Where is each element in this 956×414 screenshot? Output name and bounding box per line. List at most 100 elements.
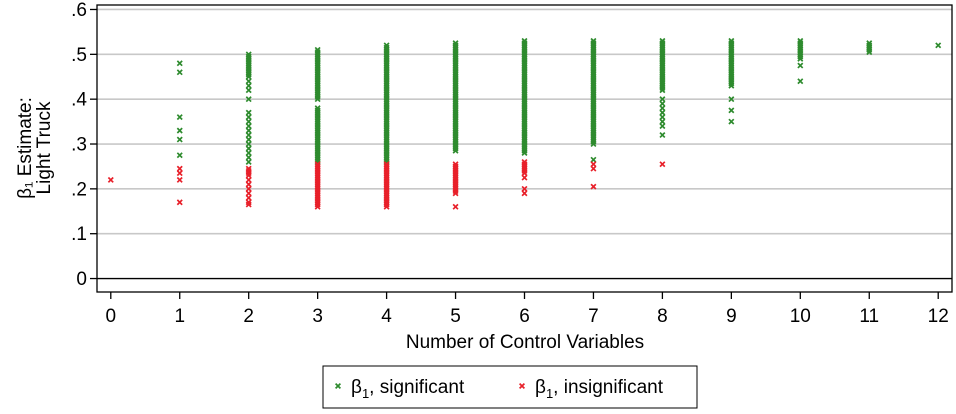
data-point <box>176 165 183 172</box>
data-point <box>245 118 252 125</box>
legend-marker-significant <box>334 382 342 390</box>
data-point <box>245 149 252 156</box>
data-point <box>590 156 597 163</box>
data-point <box>590 161 597 168</box>
data-point <box>659 114 666 121</box>
data-point <box>245 194 252 201</box>
data-point <box>659 109 666 116</box>
data-point <box>176 199 183 206</box>
data-point <box>245 190 252 197</box>
x-tick-label: 4 <box>381 306 392 327</box>
data-point <box>176 127 183 134</box>
legend-box <box>322 365 698 409</box>
data-point <box>245 201 252 208</box>
data-point <box>176 170 183 177</box>
data-point <box>245 172 252 179</box>
data-point <box>176 69 183 76</box>
data-point <box>314 203 321 210</box>
data-point <box>245 132 252 139</box>
data-point <box>659 87 666 94</box>
data-point <box>659 123 666 130</box>
x-tick-label: 10 <box>790 306 811 327</box>
x-tick-label: 9 <box>726 306 737 327</box>
y-tick-label: .4 <box>71 90 87 111</box>
data-point <box>452 190 459 197</box>
data-point <box>521 170 528 177</box>
legend: β1, significant β1, insignificant <box>322 365 698 409</box>
data-point <box>866 49 873 56</box>
data-point <box>245 78 252 85</box>
data-point <box>659 161 666 168</box>
y-tick-label: 0 <box>76 269 87 290</box>
x-tick-label: 0 <box>106 306 117 327</box>
data-points <box>107 37 942 210</box>
x-tick-label: 2 <box>243 306 254 327</box>
x-tick-label: 8 <box>657 306 668 327</box>
data-point <box>659 96 666 103</box>
data-point <box>245 127 252 134</box>
data-point <box>314 96 321 103</box>
series-insignificant <box>107 158 666 210</box>
data-point <box>245 141 252 148</box>
data-point <box>659 100 666 107</box>
data-point <box>176 136 183 143</box>
legend-label-insignificant: β1, insignificant <box>535 377 664 401</box>
x-tick-label: 11 <box>859 306 879 327</box>
data-point <box>590 141 597 148</box>
y-axis-title-line1: β₁ Estimate: <box>15 97 36 199</box>
data-point <box>935 42 942 49</box>
data-point <box>659 105 666 112</box>
data-point <box>176 60 183 67</box>
x-tick-label: 3 <box>312 306 323 327</box>
legend-label-significant: β1, significant <box>351 377 465 401</box>
legend-marker-insignificant <box>518 382 526 390</box>
data-point <box>728 82 735 89</box>
x-axis-ticks: 0 1 2 3 4 5 6 7 8 9 10 11 12 <box>106 292 949 327</box>
data-point <box>245 181 252 188</box>
data-point <box>659 132 666 139</box>
data-point <box>452 147 459 154</box>
data-point <box>728 107 735 114</box>
data-point <box>107 176 114 183</box>
data-point <box>521 174 528 181</box>
data-point <box>245 87 252 94</box>
data-point <box>797 78 804 85</box>
data-point <box>590 183 597 190</box>
data-point <box>245 176 252 183</box>
x-tick-label: 12 <box>928 306 949 327</box>
data-point <box>176 152 183 159</box>
x-tick-label: 7 <box>588 306 599 327</box>
data-point <box>521 149 528 156</box>
y-axis-title: β₁ Estimate: Light Truck <box>15 97 55 199</box>
x-tick-label: 6 <box>519 306 530 327</box>
data-point <box>245 158 252 165</box>
data-point <box>797 55 804 62</box>
y-tick-label: .3 <box>71 135 87 156</box>
data-point <box>245 145 252 152</box>
y-tick-label: .5 <box>71 45 87 66</box>
data-point <box>728 118 735 125</box>
legend-items: β1, significant β1, insignificant <box>334 377 664 401</box>
x-tick-label: 5 <box>450 306 461 327</box>
data-point <box>728 96 735 103</box>
y-axis-ticks: 0 .1 .2 .3 .4 .5 .6 <box>71 0 97 290</box>
data-point <box>590 165 597 172</box>
data-point <box>659 118 666 125</box>
data-point <box>521 185 528 192</box>
data-point <box>176 114 183 121</box>
data-point <box>176 176 183 183</box>
data-point <box>797 62 804 69</box>
x-tick-label: 1 <box>174 306 185 327</box>
data-point <box>245 73 252 80</box>
data-point <box>245 154 252 161</box>
y-tick-label: .2 <box>71 179 87 200</box>
data-point <box>245 109 252 116</box>
data-point <box>452 203 459 210</box>
data-point <box>245 114 252 121</box>
data-point <box>245 185 252 192</box>
y-tick-label: .1 <box>71 224 87 245</box>
data-point <box>521 190 528 197</box>
y-tick-label: .6 <box>71 0 87 21</box>
data-point <box>245 136 252 143</box>
